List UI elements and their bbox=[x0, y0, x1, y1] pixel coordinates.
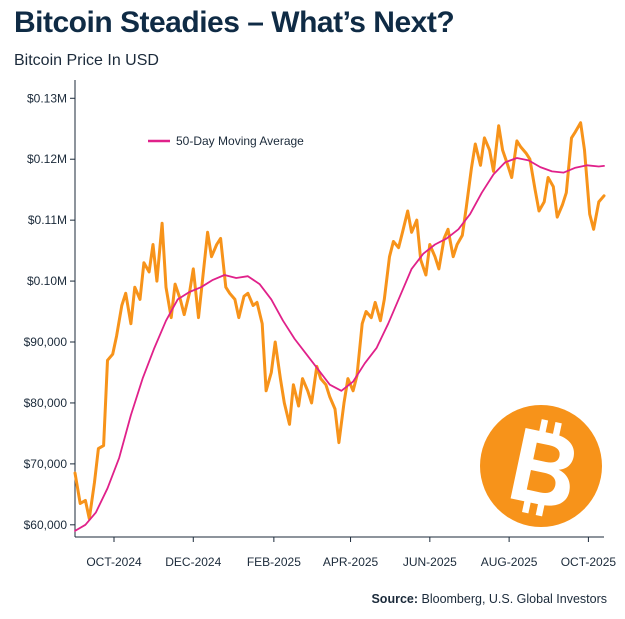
bitcoin-logo bbox=[480, 405, 602, 527]
x-tick-label: OCT-2025 bbox=[561, 555, 617, 569]
legend: 50-Day Moving Average bbox=[148, 134, 304, 148]
source-note: Source: Bloomberg, U.S. Global Investors bbox=[371, 592, 607, 606]
source-text: Bloomberg, U.S. Global Investors bbox=[421, 592, 608, 606]
page-title: Bitcoin Steadies – What’s Next? bbox=[14, 6, 455, 39]
y-tick-label: $60,000 bbox=[24, 518, 68, 532]
y-axis-ticks: $60,000 $70,000 $80,000 $90,000 $0.10M $0.11M… bbox=[24, 91, 75, 532]
series-line-price bbox=[73, 121, 606, 521]
x-tick-label: JUN-2025 bbox=[403, 555, 457, 569]
x-tick-label: DEC-2024 bbox=[165, 555, 221, 569]
chart-subtitle: Bitcoin Price In USD bbox=[14, 52, 159, 69]
x-tick-label: AUG-2025 bbox=[481, 555, 538, 569]
bitcoin-icon bbox=[510, 419, 575, 517]
source-label: Source: bbox=[371, 592, 419, 606]
series-layer bbox=[73, 121, 606, 532]
y-tick-label: $70,000 bbox=[24, 457, 68, 471]
y-tick-label: $0.13M bbox=[27, 91, 67, 105]
x-tick-label: OCT-2024 bbox=[86, 555, 142, 569]
y-tick-label: $0.11M bbox=[28, 213, 67, 227]
series-line-moving-average bbox=[74, 157, 605, 532]
y-tick-label: $0.12M bbox=[27, 152, 67, 166]
x-axis-ticks: OCT-2024 DEC-2024 FEB-2025 APR-2025 JUN-2025… bbox=[86, 537, 616, 569]
y-tick-label: $90,000 bbox=[24, 335, 68, 349]
x-tick-label: APR-2025 bbox=[323, 555, 379, 569]
x-tick-label: FEB-2025 bbox=[247, 555, 301, 569]
y-tick-label: $80,000 bbox=[24, 396, 68, 410]
legend-label-ma: 50-Day Moving Average bbox=[176, 134, 304, 148]
y-tick-label: $0.10M bbox=[27, 274, 67, 288]
